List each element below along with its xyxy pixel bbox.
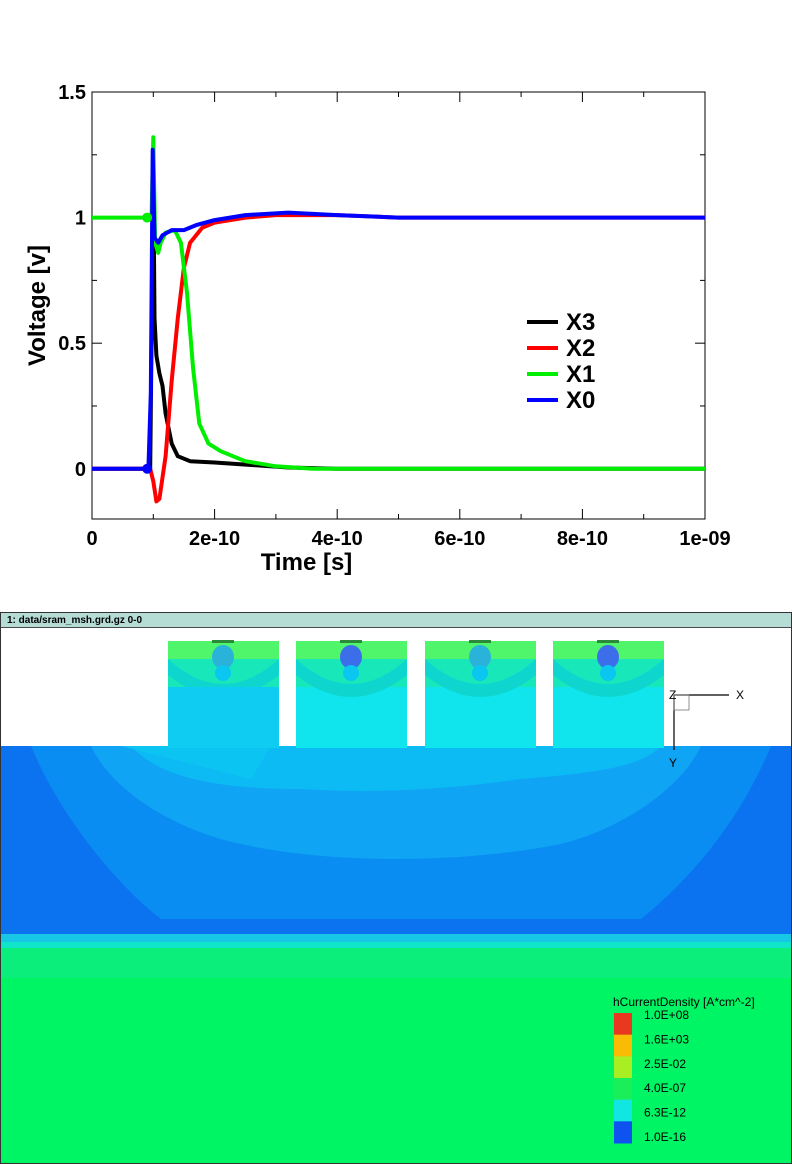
substrate-region bbox=[1, 948, 791, 1163]
legend-label-x0: X0 bbox=[566, 387, 595, 414]
colorbar: hCurrentDensity [A*cm^-2] 1.0E+08 1.6E+03… bbox=[613, 995, 755, 1144]
x-tick-label: 1e-09 bbox=[679, 528, 730, 550]
plot-area: 0 2e-10 4e-10 6e-10 8e-10 1e-09 0 0.5 1 1.5 Volta… bbox=[24, 82, 731, 576]
y-axis-label: Voltage [v] bbox=[24, 245, 51, 366]
column-gradient bbox=[425, 659, 536, 697]
substrate-upper bbox=[1, 948, 791, 978]
colorbar-swatch bbox=[614, 1078, 632, 1101]
column-gradient bbox=[296, 659, 407, 697]
colorbar-label: 2.5E-02 bbox=[644, 1057, 686, 1071]
series-marker-x1 bbox=[142, 212, 153, 223]
x-tick-label: 0 bbox=[86, 528, 97, 550]
x-axis-label: Time [s] bbox=[261, 549, 353, 576]
y-tick-label: 0 bbox=[75, 459, 86, 481]
x-tick-label: 6e-10 bbox=[434, 528, 485, 550]
legend-label-x2: X2 bbox=[566, 335, 595, 362]
x-tick-label: 4e-10 bbox=[312, 528, 363, 550]
y-tick-label: 1.5 bbox=[58, 82, 86, 104]
column-contact bbox=[340, 640, 362, 643]
axis-indicator: Z X Y bbox=[669, 688, 744, 770]
colorbar-title: hCurrentDensity [A*cm^-2] bbox=[613, 995, 755, 1009]
current-density-plot[interactable]: Z X Y hCurrentDensity [A*cm^-2] 1.0E+081… bbox=[1, 629, 791, 1163]
column-depletion-spot bbox=[597, 645, 619, 669]
interface-strip bbox=[1, 934, 791, 942]
colorbar-swatch bbox=[614, 1013, 632, 1036]
column-depletion-halo bbox=[343, 665, 359, 681]
colorbar-label: 6.3E-12 bbox=[644, 1106, 686, 1120]
axis-y-label: Y bbox=[669, 756, 677, 770]
device-column bbox=[296, 640, 407, 748]
device-columns bbox=[168, 640, 664, 748]
viewer-frame: 1: data/sram_msh.grd.gz 0-0 bbox=[0, 612, 792, 1164]
colorbar-label: 1.0E-16 bbox=[644, 1130, 686, 1144]
colorbar-labels: 1.0E+08 1.6E+03 2.5E-02 4.0E-07 6.3E-12 1.0E-… bbox=[644, 1008, 689, 1144]
colorbar-swatch bbox=[614, 1056, 632, 1079]
interface-strip-light bbox=[1, 942, 791, 948]
colorbar-swatch bbox=[614, 1099, 632, 1122]
y-tick-label: 1 bbox=[75, 208, 86, 230]
axis-z-box bbox=[673, 694, 690, 711]
column-depletion-halo bbox=[215, 665, 231, 681]
column-depletion-spot bbox=[212, 645, 234, 669]
device-column bbox=[553, 640, 664, 748]
axis-z-label: Z bbox=[669, 688, 676, 702]
bulk-region bbox=[1, 746, 791, 936]
x-tick-label: 2e-10 bbox=[189, 528, 240, 550]
series-lines bbox=[92, 135, 705, 504]
viewer-title-bar[interactable]: 1: data/sram_msh.grd.gz 0-0 bbox=[1, 613, 791, 628]
column-depletion-spot bbox=[340, 645, 362, 669]
column-contact bbox=[597, 640, 619, 643]
x-tick-label: 8e-10 bbox=[557, 528, 608, 550]
colorbar-label: 4.0E-07 bbox=[644, 1081, 686, 1095]
column-depletion-spot bbox=[469, 645, 491, 669]
colorbar-swatch bbox=[614, 1121, 632, 1144]
series-marker-x0 bbox=[142, 463, 153, 474]
column-lower-shade bbox=[168, 687, 279, 748]
field-viewer-panel: 1: data/sram_msh.grd.gz 0-0 bbox=[0, 612, 792, 1164]
column-contact bbox=[212, 640, 234, 643]
tick-labels: 0 2e-10 4e-10 6e-10 8e-10 1e-09 0 0.5 1 1.5 bbox=[58, 82, 730, 550]
colorbar-label: 1.6E+03 bbox=[644, 1032, 689, 1046]
axis-x-label: X bbox=[736, 688, 744, 702]
device-column bbox=[168, 640, 279, 748]
colorbar-swatches bbox=[614, 1013, 632, 1144]
device-column bbox=[425, 640, 536, 748]
legend-label-x1: X1 bbox=[566, 361, 595, 388]
voltage-time-chart: 0 2e-10 4e-10 6e-10 8e-10 1e-09 0 0.5 1 1.5 Volta… bbox=[24, 82, 731, 576]
bulk-band-ridge bbox=[121, 746, 271, 779]
y-tick-label: 0.5 bbox=[58, 333, 86, 355]
column-depletion-halo bbox=[472, 665, 488, 681]
plot-frame bbox=[91, 91, 706, 520]
colorbar-label: 1.0E+08 bbox=[644, 1008, 689, 1022]
column-contact bbox=[469, 640, 491, 643]
column-gradient bbox=[553, 659, 664, 697]
column-depletion-halo bbox=[600, 665, 616, 681]
legend-label-x3: X3 bbox=[566, 309, 595, 336]
series-line-x0 bbox=[92, 147, 705, 471]
colorbar-swatch bbox=[614, 1034, 632, 1057]
